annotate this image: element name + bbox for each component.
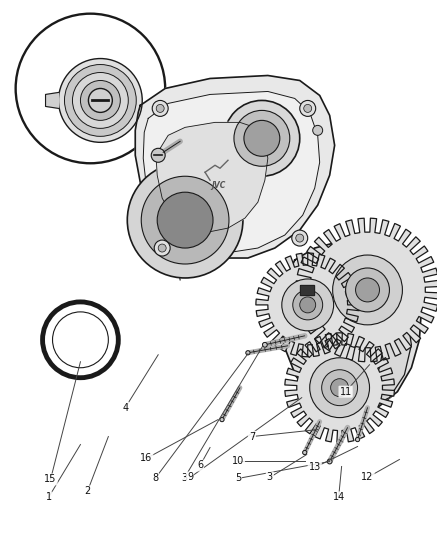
Circle shape [304,104,312,112]
Text: 14: 14 [332,492,345,503]
Circle shape [156,104,164,112]
Text: 13: 13 [308,463,321,472]
Bar [300,285,314,295]
Text: 12: 12 [361,472,374,482]
Circle shape [59,59,142,142]
Polygon shape [143,92,320,252]
Text: 15: 15 [44,474,57,484]
Circle shape [300,297,316,313]
Polygon shape [350,290,411,408]
Circle shape [152,100,168,116]
Circle shape [154,240,170,256]
Circle shape [331,379,349,397]
Circle shape [356,278,379,302]
Circle shape [282,279,334,331]
Text: 7: 7 [249,432,255,441]
Circle shape [88,88,112,112]
Circle shape [53,312,108,368]
Circle shape [244,120,280,156]
Text: 8: 8 [152,473,158,483]
Circle shape [332,255,403,325]
Text: 9: 9 [187,472,193,482]
Polygon shape [256,253,360,357]
Circle shape [42,302,118,378]
Circle shape [234,110,290,166]
Text: 5: 5 [235,473,241,483]
Circle shape [327,459,332,464]
Text: 6: 6 [197,461,203,471]
Circle shape [127,162,243,278]
Text: 2: 2 [84,487,91,496]
Circle shape [72,72,128,128]
Polygon shape [156,123,268,232]
Polygon shape [280,242,421,415]
Text: 4: 4 [122,402,128,413]
Circle shape [356,438,360,442]
Circle shape [310,358,370,417]
Circle shape [151,148,165,162]
Text: 1: 1 [46,492,52,503]
Polygon shape [296,218,438,362]
Circle shape [300,100,316,116]
Text: JVC: JVC [211,181,225,190]
Circle shape [346,268,389,312]
Circle shape [321,370,357,406]
Text: 11: 11 [339,386,352,397]
Circle shape [157,192,213,248]
Circle shape [220,417,224,422]
Text: 16: 16 [140,454,152,464]
Text: 10: 10 [232,456,244,466]
Circle shape [64,64,136,136]
Text: 3: 3 [181,473,187,483]
Polygon shape [46,92,59,108]
Circle shape [293,290,323,320]
Circle shape [303,450,307,455]
Circle shape [141,176,229,264]
Circle shape [296,234,304,242]
Circle shape [292,230,308,246]
Polygon shape [135,76,335,258]
Circle shape [158,244,166,252]
Circle shape [313,125,323,135]
Circle shape [224,100,300,176]
Text: 3: 3 [267,472,273,482]
Circle shape [16,14,165,163]
Polygon shape [285,333,394,442]
Circle shape [81,80,120,120]
Circle shape [262,342,267,347]
Circle shape [246,351,250,355]
